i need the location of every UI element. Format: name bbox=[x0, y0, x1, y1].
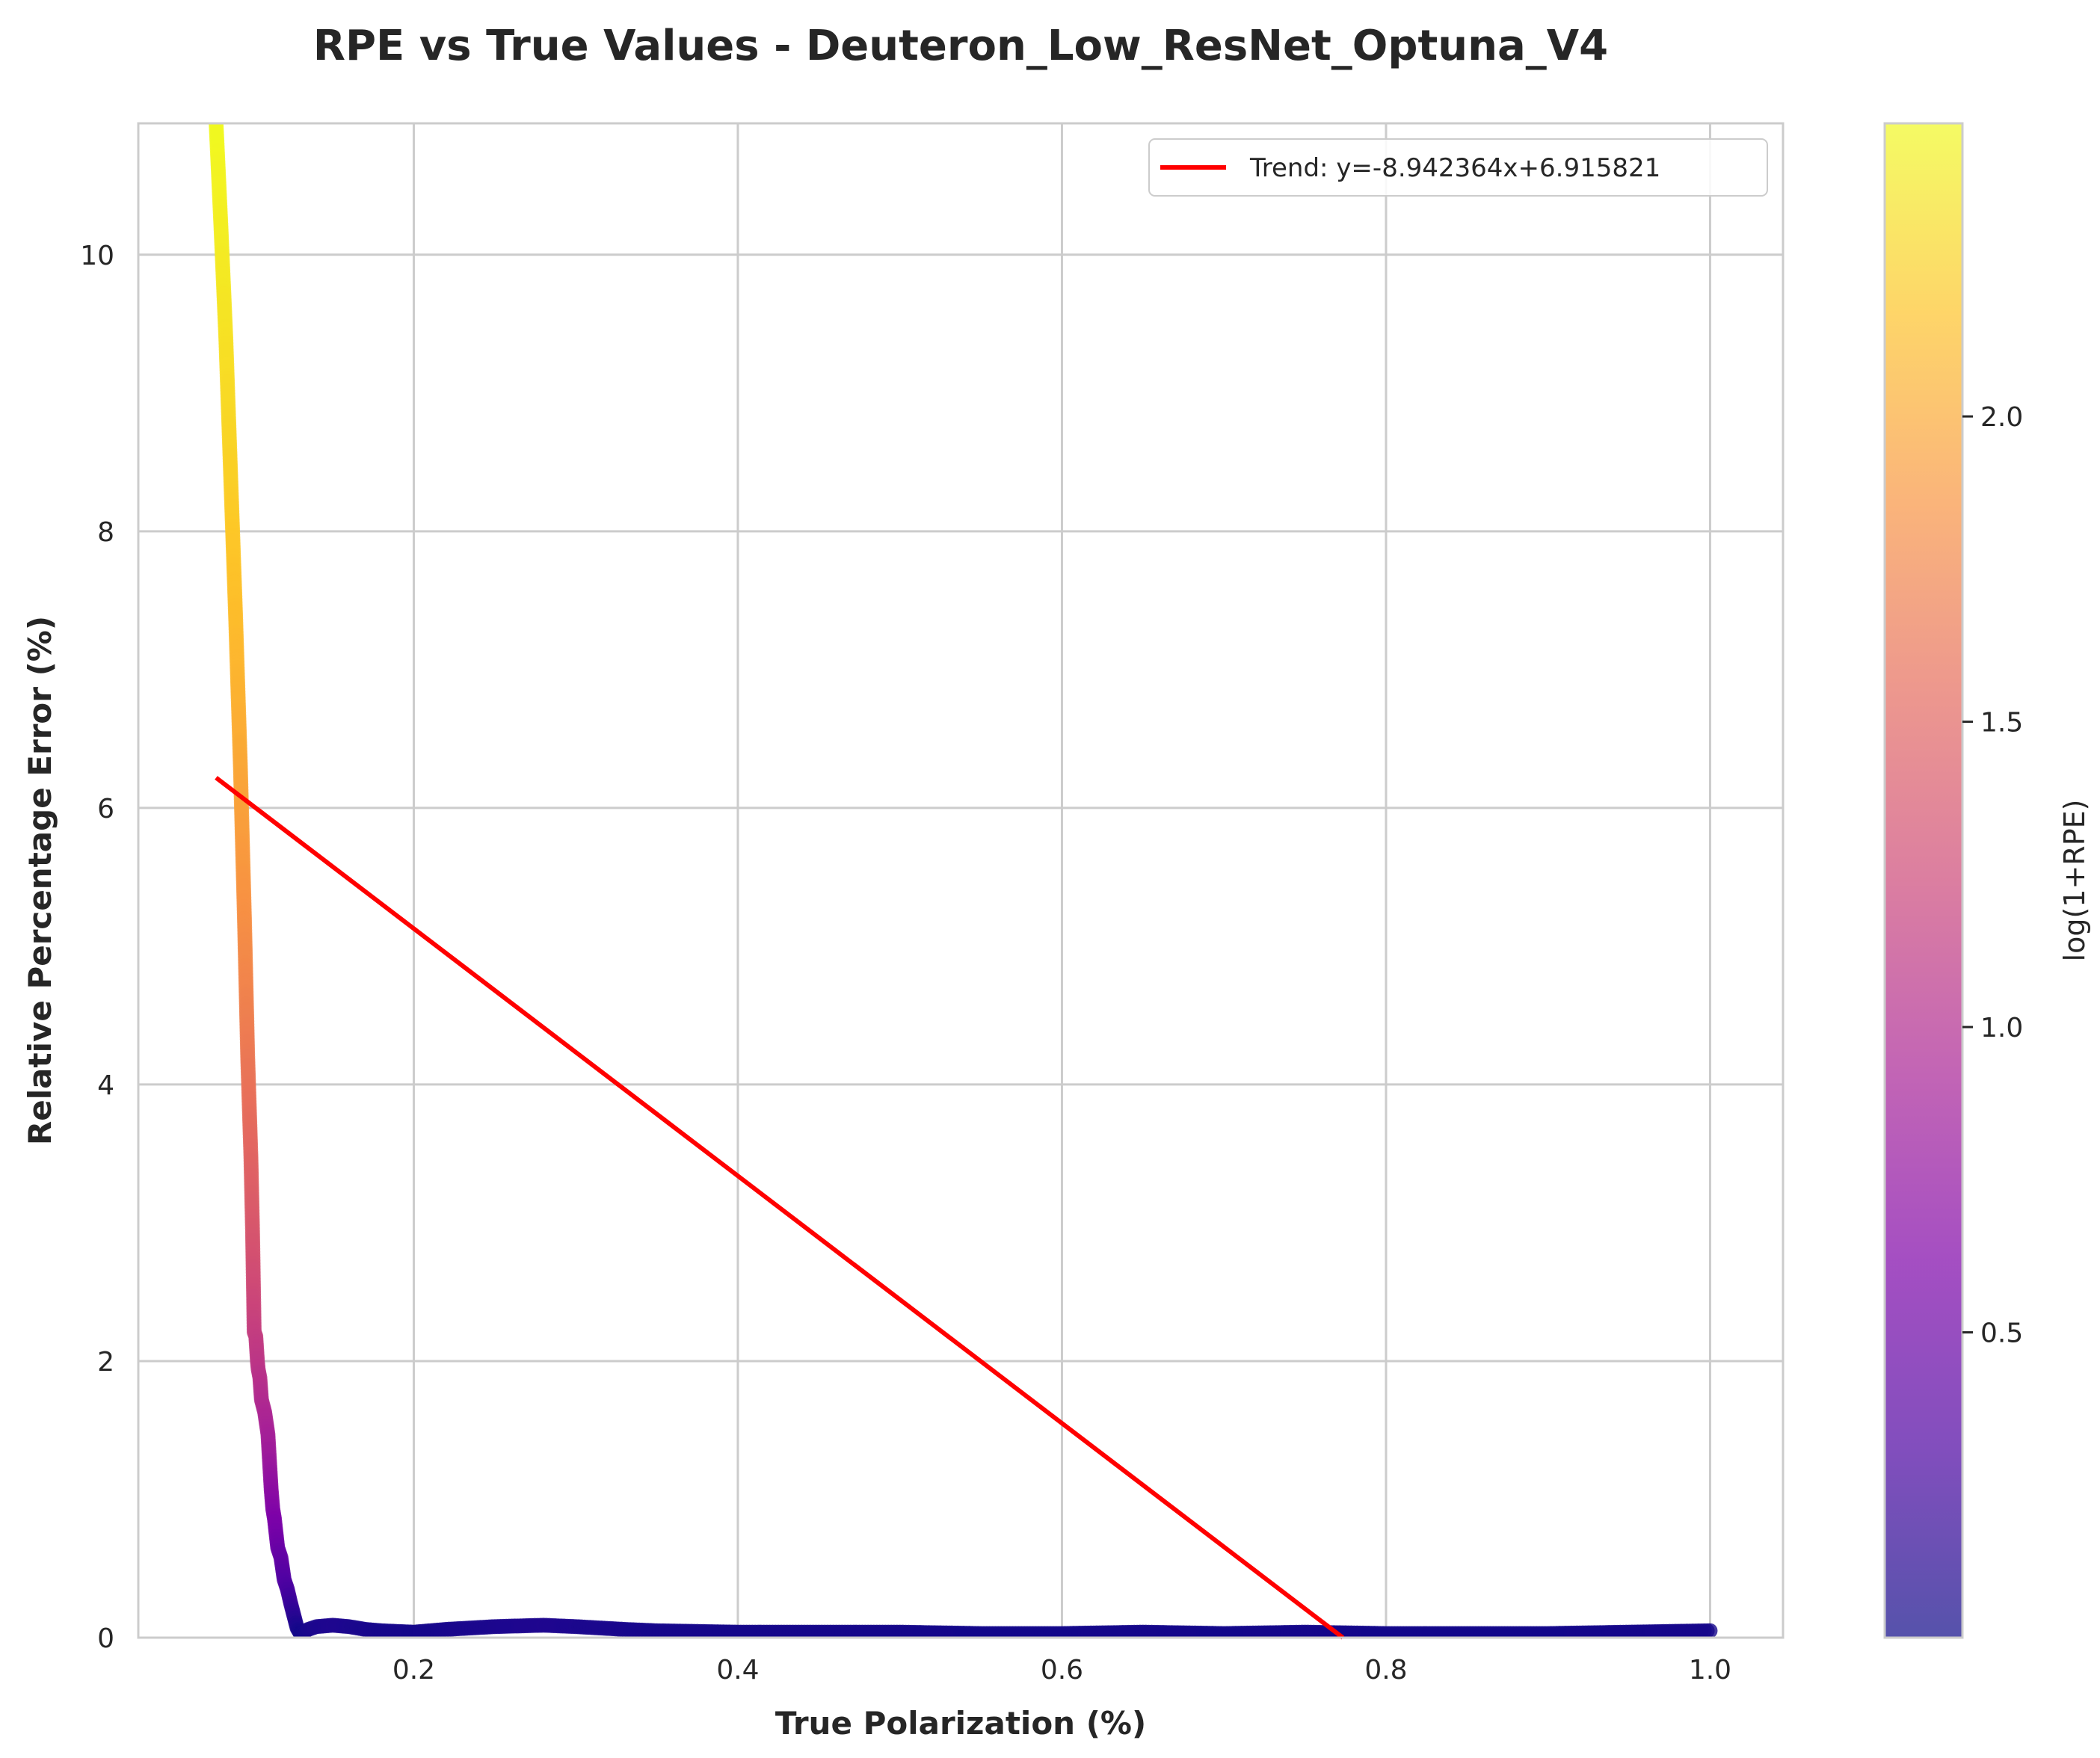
colorbar-tick-label: 2.0 bbox=[1980, 402, 2023, 433]
plot-area bbox=[138, 123, 1783, 1638]
legend-label: Trend: y=-8.942364x+6.915821 bbox=[1249, 153, 1660, 183]
colorbar-tick-label: 0.5 bbox=[1980, 1318, 2023, 1349]
x-tick-label: 0.8 bbox=[1364, 1655, 1407, 1685]
y-tick-label: 2 bbox=[97, 1347, 114, 1378]
colorbar: 0.5 1.0 1.5 2.0 log(1+RPE) bbox=[1883, 122, 2091, 1639]
y-tick-label: 4 bbox=[97, 1070, 114, 1101]
scatter-series bbox=[209, 123, 1718, 1638]
x-axis-label: True Polarization (%) bbox=[775, 1705, 1146, 1742]
y-tick-label: 8 bbox=[97, 517, 114, 548]
colorbar-ticks: 0.5 1.0 1.5 2.0 bbox=[1962, 402, 2023, 1349]
x-tick-label: 0.6 bbox=[1041, 1655, 1083, 1685]
trend-line bbox=[215, 776, 1345, 1640]
legend: Trend: y=-8.942364x+6.915821 bbox=[1148, 138, 1768, 197]
chart-title: RPE vs True Values - Deuteron_Low_ResNet… bbox=[313, 22, 1608, 70]
y-tick-label: 0 bbox=[97, 1623, 114, 1654]
x-tick-label: 0.2 bbox=[392, 1655, 435, 1685]
y-tick-label: 10 bbox=[80, 241, 114, 271]
colorbar-label: log(1+RPE) bbox=[2058, 800, 2091, 962]
x-tick-label: 0.4 bbox=[716, 1655, 759, 1685]
colorbar-frame bbox=[1883, 122, 1964, 1639]
colorbar-tick-label: 1.0 bbox=[1980, 1013, 2023, 1043]
scatter-point bbox=[1702, 1623, 1718, 1638]
x-tick-label: 1.0 bbox=[1689, 1655, 1731, 1685]
legend-box bbox=[1148, 138, 1768, 197]
colorbar-gradient bbox=[1885, 123, 1962, 1638]
colorbar-tick-label: 1.5 bbox=[1980, 708, 2023, 738]
plot-frame bbox=[137, 122, 1785, 1639]
y-axis-label: Relative Percentage Error (%) bbox=[22, 616, 58, 1145]
y-axis-ticks: 0 2 4 6 8 10 bbox=[80, 241, 114, 1654]
x-axis-ticks: 0.2 0.4 0.6 0.8 1.0 bbox=[392, 1655, 1731, 1685]
y-tick-label: 6 bbox=[97, 794, 114, 824]
